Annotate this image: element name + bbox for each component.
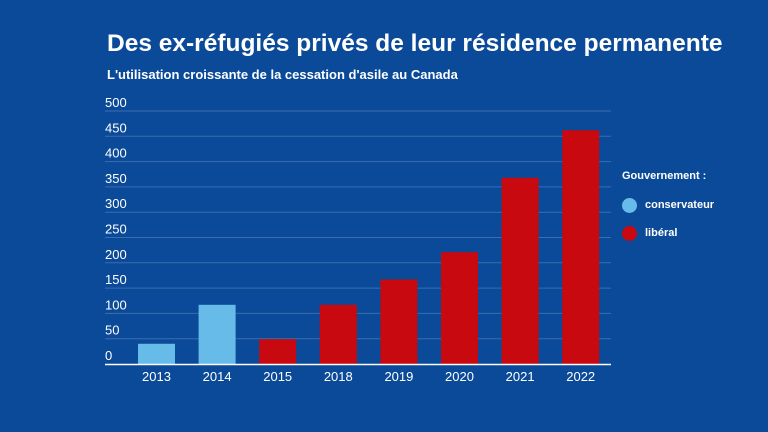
- y-tick-label: 100: [105, 297, 127, 312]
- bar-2018: [319, 304, 357, 364]
- x-tick-label: 2021: [506, 369, 535, 384]
- y-tick-label: 500: [105, 95, 127, 110]
- y-axis-ticks: 0 50 100 150 200 250 300 350 400 450 500: [105, 95, 127, 363]
- bar-2014: [198, 304, 236, 364]
- y-tick-label: 150: [105, 272, 127, 287]
- x-tick-label: 2018: [324, 369, 353, 384]
- x-tick-label: 2019: [384, 369, 413, 384]
- y-tick-label: 300: [105, 196, 127, 211]
- bar-2013: [138, 343, 175, 364]
- x-axis-ticks: 2013 2014 2015 2018 2019 2020 2021 2022: [142, 369, 595, 384]
- legend-item-conservateur: conservateur: [622, 197, 715, 213]
- y-tick-label: 350: [105, 171, 127, 186]
- bar-2019: [380, 279, 418, 364]
- y-tick-label: 0: [105, 348, 112, 363]
- bar-2015: [259, 339, 297, 364]
- x-tick-label: 2015: [263, 369, 292, 384]
- x-tick-label: 2013: [142, 369, 171, 384]
- bar-2020: [441, 252, 478, 364]
- chart-subtitle: L'utilisation croissante de la cessation…: [107, 67, 458, 82]
- bars: [138, 130, 600, 364]
- bar-2022: [562, 130, 600, 364]
- y-tick-label: 250: [105, 222, 127, 237]
- legend-title: Gouvernement :: [622, 170, 707, 182]
- legend-label: libéral: [645, 227, 678, 239]
- y-tick-label: 400: [105, 146, 127, 161]
- bar-2021: [501, 177, 539, 364]
- y-tick-label: 200: [105, 247, 127, 262]
- x-tick-label: 2022: [566, 369, 595, 384]
- legend-swatch-conservateur: [622, 197, 637, 213]
- chart-title: Des ex-réfugiés privés de leur résidence…: [107, 30, 723, 57]
- legend: Gouvernement : conservateur libéral: [622, 170, 714, 254]
- y-tick-label: 50: [105, 323, 119, 338]
- legend-item-liberal: libéral: [622, 225, 714, 241]
- x-tick-label: 2020: [445, 369, 474, 384]
- y-tick-label: 450: [105, 120, 127, 135]
- x-tick-label: 2014: [203, 369, 232, 384]
- legend-swatch-liberal: [622, 225, 637, 241]
- legend-label: conservateur: [645, 199, 715, 211]
